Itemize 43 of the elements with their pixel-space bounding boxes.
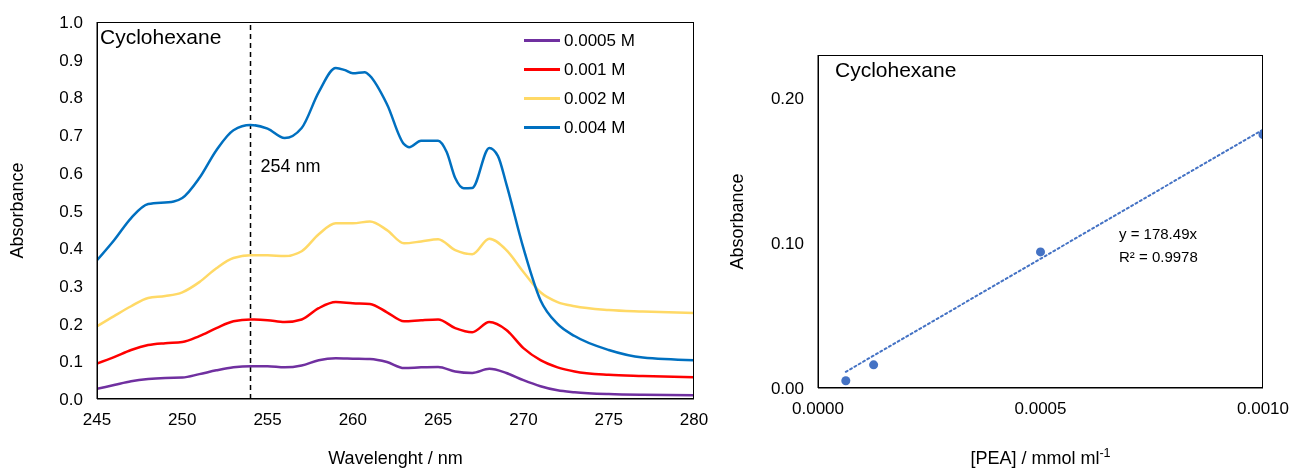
y-tick-label: 0.5	[59, 201, 83, 221]
line-series	[97, 220, 694, 328]
line-series	[97, 300, 694, 379]
point	[869, 360, 879, 370]
x-tick-label: 265	[423, 410, 453, 430]
y-axis-title: Absorbance	[726, 173, 747, 270]
x-tick-label: 255	[253, 410, 282, 430]
x-tick-label: 0.0005	[1014, 399, 1067, 419]
y-tick-label: 0.10	[770, 234, 804, 254]
y-tick-label: 0.0	[59, 390, 83, 410]
y-tick-label: 1.0	[59, 13, 83, 33]
x-tick-label: 250	[168, 410, 197, 430]
y-tick-label: 0.6	[59, 163, 83, 183]
point	[841, 376, 851, 386]
x-tick-label: 270	[509, 410, 538, 430]
y-tick-label: 0.9	[59, 50, 83, 70]
x-axis-title: Wavelenght / nm	[328, 448, 463, 468]
y-tick-label: 0.2	[59, 314, 83, 334]
annotation: R² = 0.9978	[1119, 247, 1198, 267]
legend-label: 0.002 M	[564, 88, 626, 109]
legend-label: 0.001 M	[564, 59, 626, 80]
x-axis-title: [PEA] / mmol ml$^{-1}$	[970, 446, 1111, 468]
x-tick-label: 260	[338, 410, 368, 430]
chart-title: Cyclohexane	[100, 25, 222, 49]
legend-label: 0.0005 M	[564, 30, 635, 51]
y-axis-title: Absorbance	[6, 162, 27, 259]
y-tick-label: 0.4	[59, 239, 83, 259]
x-tick-label: 280	[679, 410, 709, 430]
y-tick-label: 0.3	[59, 276, 83, 296]
x-tick-label: 0.0000	[792, 399, 844, 419]
y-tick-label: 0.1	[59, 352, 83, 372]
legend-label: 0.004 M	[564, 117, 626, 138]
point	[1035, 247, 1046, 257]
ref-line-label: 254 nm	[260, 156, 321, 176]
chart-title: Cyclohexane	[835, 58, 957, 82]
x-tick-label: 245	[82, 410, 112, 430]
x-tick-label: 0.0010	[1237, 399, 1289, 419]
x-tick-label: 275	[594, 410, 623, 430]
y-tick-label: 0.20	[770, 89, 804, 109]
y-tick-label: 0.8	[59, 88, 83, 108]
annotation: y = 178.49x	[1119, 224, 1198, 244]
y-tick-label: 0.7	[59, 126, 83, 146]
y-tick-label: 0.00	[770, 379, 804, 399]
